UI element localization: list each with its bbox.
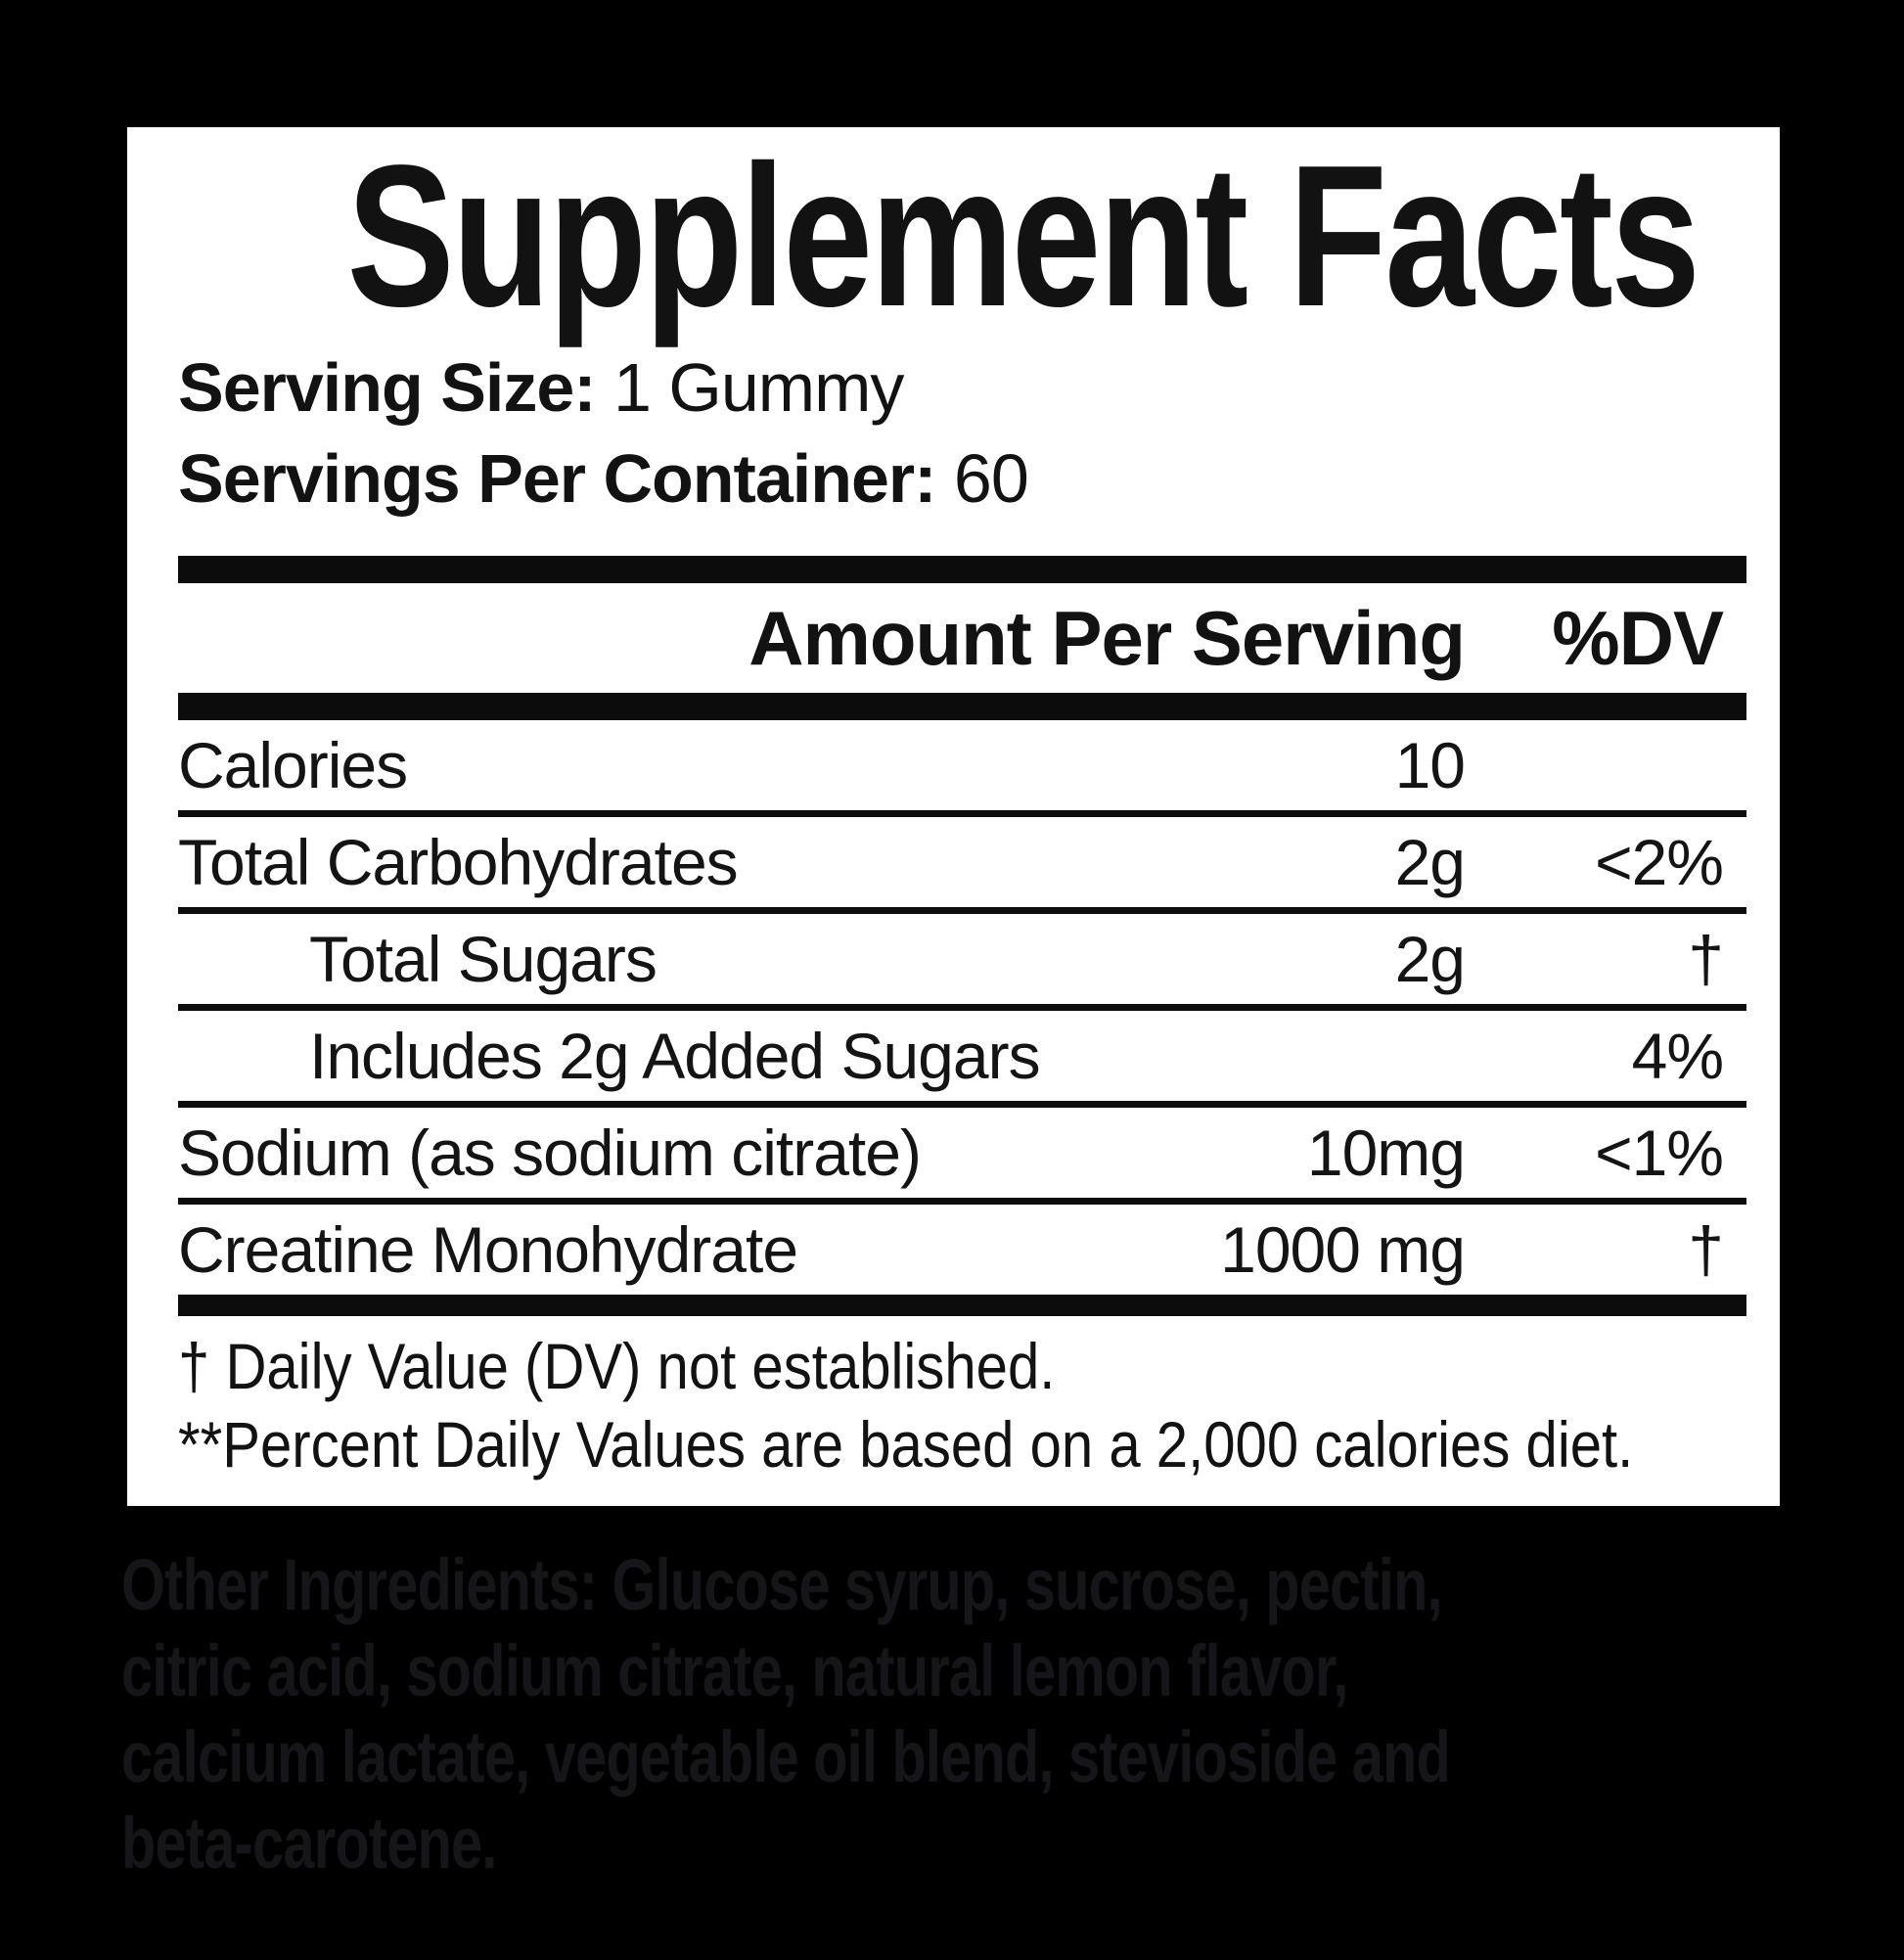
supplement-facts-title: Supplement Facts <box>346 123 1700 348</box>
footnote-dv-not-established: † Daily Value (DV) not established. <box>178 1330 1056 1402</box>
row-dv: † <box>1688 923 1724 995</box>
table-header-row: Amount Per Serving %DV <box>178 583 1746 693</box>
other-ingredients-line-1: Other Ingredients: Glucose syrup, sucros… <box>121 1542 1450 1628</box>
top-thick-rule <box>178 556 1746 583</box>
header-thick-rule <box>178 693 1746 720</box>
row-name: Sodium (as sodium citrate) <box>178 1117 922 1189</box>
nutrition-row-total-sugars: Total Sugars 2g † <box>178 914 1746 1011</box>
row-dv: <2% <box>1595 826 1724 898</box>
servings-per-container-value: 60 <box>935 440 1029 517</box>
nutrition-row-creatine-monohydrate: Creatine Monohydrate 1000 mg † <box>178 1205 1746 1295</box>
row-amount: 1000 mg <box>1220 1213 1466 1286</box>
other-ingredients-line-2: citric acid, sodium citrate, natural lem… <box>121 1630 1348 1711</box>
servings-per-container-label: Servings Per Container: <box>178 440 936 517</box>
nutrition-row-total-carbohydrates: Total Carbohydrates 2g <2% <box>178 817 1746 914</box>
amount-per-serving-header: Amount Per Serving <box>748 594 1466 681</box>
row-dv: † <box>1688 1213 1724 1286</box>
other-ingredients-line-1-rest: Glucose syrup, sucrose, pectin, <box>597 1544 1443 1625</box>
serving-size-value: 1 Gummy <box>595 349 904 426</box>
row-amount: 10mg <box>1306 1117 1466 1189</box>
row-name: Includes 2g Added Sugars <box>309 1020 1041 1092</box>
row-name: Total Sugars <box>309 923 657 995</box>
row-amount: 2g <box>1394 826 1466 898</box>
row-amount: 2g <box>1394 923 1466 995</box>
other-ingredients-lead: Other Ingredients: <box>121 1544 598 1625</box>
row-name: Total Carbohydrates <box>178 826 739 898</box>
bottom-thick-rule <box>178 1295 1746 1316</box>
row-name: Calories <box>178 729 408 801</box>
row-dv: 4% <box>1631 1020 1724 1092</box>
supplement-facts-panel: Supplement Facts Serving Size: 1 Gummy S… <box>127 127 1780 1506</box>
percent-dv-header: %DV <box>1552 594 1724 681</box>
other-ingredients-line-3: calcium lactate, vegetable oil blend, st… <box>121 1716 1451 1798</box>
other-ingredients-block: Other Ingredients: Glucose syrup, sucros… <box>121 1542 1825 1887</box>
nutrition-row-added-sugars: Includes 2g Added Sugars 4% <box>178 1011 1746 1108</box>
servings-per-container-line: Servings Per Container: 60 <box>178 441 1746 517</box>
row-amount: 10 <box>1394 729 1466 801</box>
footnote-percent-daily-values: **Percent Daily Values are based on a 2,… <box>178 1408 1634 1481</box>
row-dv: <1% <box>1595 1117 1724 1189</box>
serving-size-line: Serving Size: 1 Gummy <box>178 350 1746 426</box>
other-ingredients-line-4: beta-carotene. <box>121 1802 497 1884</box>
row-name: Creatine Monohydrate <box>178 1213 798 1286</box>
panel-title-wrap: Supplement Facts <box>178 135 1746 337</box>
nutrition-row-calories: Calories 10 <box>178 720 1746 817</box>
nutrition-row-sodium: Sodium (as sodium citrate) 10mg <1% <box>178 1108 1746 1205</box>
serving-size-label: Serving Size: <box>178 349 597 426</box>
